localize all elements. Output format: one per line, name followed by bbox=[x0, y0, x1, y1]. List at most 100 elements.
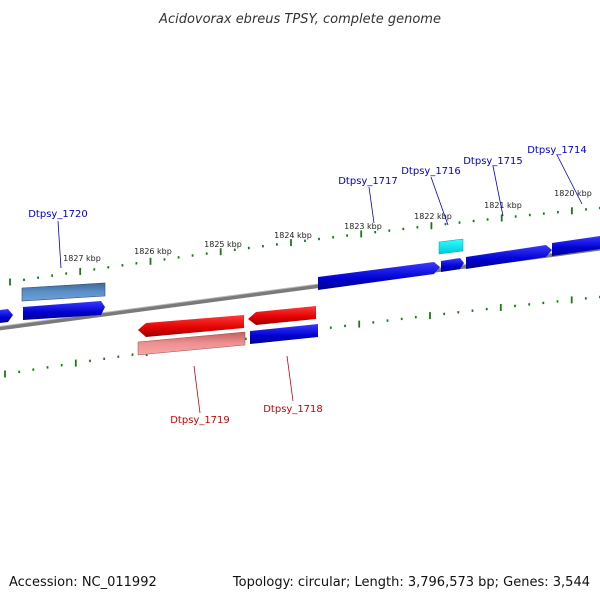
scale-tick-minor bbox=[386, 319, 389, 322]
scale-tick-minor bbox=[191, 254, 194, 257]
genome-summary: Topology: circular; Length: 3,796,573 bp… bbox=[232, 575, 590, 590]
scale-tick-minor bbox=[60, 364, 63, 367]
scale-tick-minor bbox=[528, 303, 531, 306]
gene-label-dtpsy-1718[interactable]: Dtpsy_1718 bbox=[263, 404, 323, 415]
gene-label-dtpsy-1715[interactable]: Dtpsy_1715 bbox=[463, 156, 523, 167]
callout-line bbox=[193, 365, 201, 414]
gene-label-dtpsy-1719[interactable]: Dtpsy_1719 bbox=[170, 415, 230, 426]
outer-scale-track bbox=[9, 206, 600, 286]
scale-tick-minor bbox=[486, 218, 489, 221]
scale-tick-major bbox=[290, 239, 292, 247]
scale-tick-minor bbox=[556, 300, 559, 303]
scale-tick-minor bbox=[135, 262, 138, 265]
gene-arrow-left-edge[interactable] bbox=[0, 309, 13, 323]
gene-dtpsy-1718-feature[interactable] bbox=[248, 306, 316, 325]
scale-tick-major bbox=[499, 304, 502, 311]
scale-tick-minor bbox=[93, 268, 96, 271]
gene-labels: Dtpsy_1720 Dtpsy_1717 Dtpsy_1716 Dtpsy_1… bbox=[28, 145, 587, 426]
scale-tick-minor bbox=[514, 215, 517, 218]
scale-tick-minor bbox=[471, 309, 474, 312]
rna-feature[interactable] bbox=[438, 238, 464, 255]
scale-tick-minor bbox=[32, 368, 35, 371]
scale-tick-minor bbox=[89, 359, 91, 363]
callout-line bbox=[492, 165, 504, 217]
scale-tick-minor bbox=[276, 243, 278, 246]
scale-tick-major bbox=[358, 320, 361, 328]
scale-tick-minor bbox=[374, 231, 377, 234]
kbp-label: 1823 kbp bbox=[344, 222, 382, 231]
kbp-scale-labels: 1827 kbp 1826 kbp 1825 kbp 1824 kbp 1823… bbox=[63, 189, 592, 263]
gene-dtpsy-1717-feature[interactable] bbox=[318, 262, 440, 290]
scale-tick-minor bbox=[542, 212, 545, 215]
gene-dtpsy-1714-feature[interactable] bbox=[552, 236, 600, 256]
scale-tick-major bbox=[500, 214, 503, 222]
kbp-label: 1820 kbp bbox=[554, 189, 592, 198]
accession-label: Accession: NC_011992 bbox=[9, 575, 157, 590]
scale-tick-minor bbox=[458, 221, 461, 224]
scale-tick-major bbox=[9, 278, 11, 286]
scale-tick-minor bbox=[388, 229, 391, 232]
scale-tick-minor bbox=[332, 236, 334, 239]
kbp-label: 1825 kbp bbox=[204, 240, 242, 249]
callout-line bbox=[57, 220, 62, 269]
gene-label-dtpsy-1720[interactable]: Dtpsy_1720 bbox=[28, 209, 88, 220]
scale-tick-minor bbox=[233, 248, 236, 251]
scale-tick-minor bbox=[103, 357, 106, 360]
gene-dtpsy-1719-selected-feature[interactable] bbox=[137, 331, 246, 356]
gene-dtpsy-1716-feature[interactable] bbox=[441, 258, 464, 272]
scale-tick-minor bbox=[443, 312, 446, 316]
gene-label-dtpsy-1716[interactable]: Dtpsy_1716 bbox=[401, 166, 461, 177]
scale-tick-minor bbox=[46, 366, 49, 369]
scale-tick-minor bbox=[247, 246, 250, 250]
gene-label-dtpsy-1714[interactable]: Dtpsy_1714 bbox=[527, 145, 587, 156]
scale-tick-minor bbox=[65, 272, 68, 275]
scale-tick-minor bbox=[585, 208, 587, 211]
callout-line bbox=[430, 176, 449, 226]
callout-line bbox=[368, 186, 375, 224]
scale-tick-minor bbox=[329, 326, 332, 329]
scale-tick-minor bbox=[414, 316, 417, 319]
scale-tick-minor bbox=[346, 234, 348, 237]
gene-dtpsy-1715-feature[interactable] bbox=[466, 245, 552, 269]
gene-feature[interactable] bbox=[250, 324, 318, 344]
scale-tick-major bbox=[74, 359, 77, 367]
scale-tick-major bbox=[149, 257, 152, 265]
gene-feature[interactable] bbox=[23, 301, 105, 320]
genome-title: Acidovorax ebreus TPSY, complete genome bbox=[158, 12, 441, 27]
scale-tick-major bbox=[360, 230, 363, 238]
scale-tick-minor bbox=[402, 227, 405, 231]
gene-label-dtpsy-1717[interactable]: Dtpsy_1717 bbox=[338, 176, 398, 187]
callout-line bbox=[286, 355, 294, 402]
scale-tick-minor bbox=[304, 239, 306, 242]
scale-tick-minor bbox=[37, 276, 39, 279]
scale-tick-minor bbox=[584, 297, 587, 300]
minus-strand-genes bbox=[137, 306, 318, 356]
scale-tick-minor bbox=[400, 317, 403, 321]
callout-line bbox=[556, 154, 583, 205]
scale-tick-major bbox=[430, 222, 433, 230]
scale-tick-minor bbox=[528, 213, 531, 217]
scale-tick-major bbox=[79, 267, 82, 275]
scale-tick-minor bbox=[344, 324, 346, 328]
kbp-label: 1827 kbp bbox=[63, 254, 101, 263]
scale-tick-major bbox=[570, 296, 573, 304]
gene-dtpsy-1719-feature[interactable] bbox=[138, 315, 244, 337]
scale-tick-minor bbox=[163, 258, 166, 261]
scale-tick-minor bbox=[131, 353, 134, 356]
scale-tick-minor bbox=[444, 222, 447, 226]
scale-tick-minor bbox=[107, 266, 110, 269]
scale-tick-minor bbox=[472, 219, 475, 223]
kbp-label: 1821 kbp bbox=[484, 201, 522, 210]
scale-tick-minor bbox=[23, 278, 25, 281]
gene-dtpsy-1720-feature[interactable] bbox=[21, 282, 106, 302]
scale-tick-minor bbox=[372, 321, 375, 324]
scale-tick-minor bbox=[485, 307, 488, 311]
kbp-label: 1822 kbp bbox=[414, 212, 452, 221]
plus-strand-genes bbox=[0, 236, 600, 323]
scale-tick-minor bbox=[457, 311, 460, 314]
scale-tick-minor bbox=[416, 226, 419, 229]
kbp-label: 1826 kbp bbox=[134, 247, 172, 256]
scale-tick-minor bbox=[205, 252, 208, 255]
scale-tick-minor bbox=[557, 211, 559, 214]
